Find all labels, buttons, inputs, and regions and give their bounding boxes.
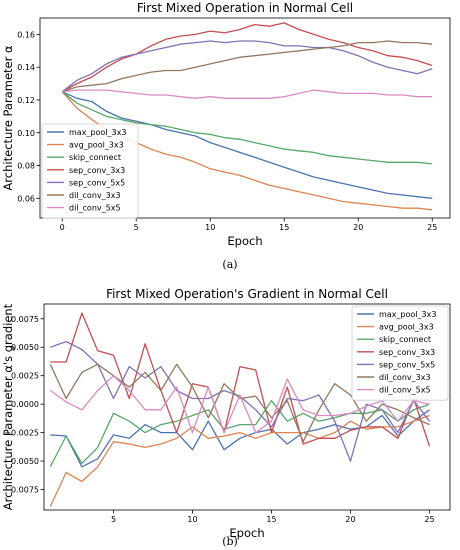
y-tick-label: 0.12 xyxy=(17,96,35,105)
legend-label-dil-conv-3x3: dil_conv_3x3 xyxy=(69,191,121,200)
y-axis-label: Architecture Parameter α's gradient xyxy=(1,303,15,510)
x-tick-label: 25 xyxy=(427,223,437,232)
legend-label-avg-pool-3x3: avg_pool_3x3 xyxy=(69,141,124,150)
series-line-dil-conv-5x5 xyxy=(62,89,433,99)
x-tick-label: 5 xyxy=(111,515,116,524)
legend-box xyxy=(351,305,449,401)
legend-label-sep-conv-5x5: sep_conv_5x5 xyxy=(69,178,125,187)
x-tick-label: 20 xyxy=(353,223,363,232)
legend-label-sep-conv-3x3: sep_conv_3x3 xyxy=(69,166,125,175)
x-tick-label: 20 xyxy=(345,515,355,524)
series-line-avg-pool-3x3 xyxy=(49,414,430,507)
y-tick-label: 0.0050 xyxy=(11,343,39,352)
x-tick-label: 15 xyxy=(266,515,276,524)
chart-title: First Mixed Operation in Normal Cell xyxy=(137,1,353,15)
plot-frame xyxy=(39,17,451,219)
caption-b: (b) xyxy=(222,535,238,548)
plot-frame xyxy=(43,303,451,511)
x-tick-label: 25 xyxy=(424,515,434,524)
series-line-max-pool-3x3 xyxy=(61,91,433,199)
y-tick-label: 0.0000 xyxy=(11,400,39,409)
series-line-sep-conv-3x3 xyxy=(50,312,431,447)
x-tick-label: 10 xyxy=(205,223,215,232)
y-tick-label: 0.14 xyxy=(17,63,35,72)
legend-label-skip-connect: skip_connect xyxy=(69,153,121,162)
x-tick-label: 10 xyxy=(187,515,197,524)
chart-architecture-parameter: First Mixed Operation in Normal Cell 0 5 10… xyxy=(1,1,451,248)
x-tick-label: 5 xyxy=(134,223,139,232)
y-tick-label: 0.16 xyxy=(17,30,35,39)
y-tick-label: −0.0025 xyxy=(4,429,39,438)
x-tick-label: 0 xyxy=(60,223,65,232)
caption-a: (a) xyxy=(222,258,237,271)
y-tick-label: −0.0050 xyxy=(4,457,39,466)
y-tick-label: 0.08 xyxy=(17,162,35,171)
series-line-sep-conv-3x3 xyxy=(61,22,433,93)
series-line-dil-conv-3x3 xyxy=(61,40,433,93)
legend-label-dil-conv-5x5: dil_conv_5x5 xyxy=(69,204,121,213)
x-axis-label: Epoch xyxy=(227,234,262,248)
legend-label-max-pool-3x3: max_pool_3x3 xyxy=(69,128,126,137)
y-tick-label: 0.10 xyxy=(17,129,35,138)
legend-label-max-pool-3x3: max_pool_3x3 xyxy=(379,310,436,319)
chart-architecture-gradient: First Mixed Operation's Gradient in Norm… xyxy=(1,287,451,540)
x-tick-label: 15 xyxy=(279,223,289,232)
legend-label-dil-conv-5x5: dil_conv_5x5 xyxy=(379,386,431,395)
legend-label-dil-conv-3x3: dil_conv_3x3 xyxy=(379,373,431,382)
series-line-skip-connect xyxy=(49,400,430,468)
series-line-dil-conv-5x5 xyxy=(49,375,430,434)
y-tick-label: 0.0075 xyxy=(11,315,39,324)
series-line-max-pool-3x3 xyxy=(50,409,430,468)
y-tick-label: 0.0025 xyxy=(11,372,39,381)
y-tick-label: 0.06 xyxy=(17,194,35,203)
x-axis-label: Epoch xyxy=(229,526,264,540)
y-axis-label: Architecture Parameter α xyxy=(1,45,15,191)
series-line-sep-conv-5x5 xyxy=(61,40,433,93)
chart-title: First Mixed Operation's Gradient in Norm… xyxy=(106,287,388,301)
legend-label-sep-conv-5x5: sep_conv_5x5 xyxy=(379,360,435,369)
legend-box xyxy=(41,123,139,219)
y-tick-label: −0.0075 xyxy=(4,486,39,495)
legend-label-skip-connect: skip_connect xyxy=(379,335,431,344)
legend-label-sep-conv-3x3: sep_conv_3x3 xyxy=(379,348,435,357)
series-line-skip-connect xyxy=(61,91,433,165)
legend-label-avg-pool-3x3: avg_pool_3x3 xyxy=(379,323,434,332)
